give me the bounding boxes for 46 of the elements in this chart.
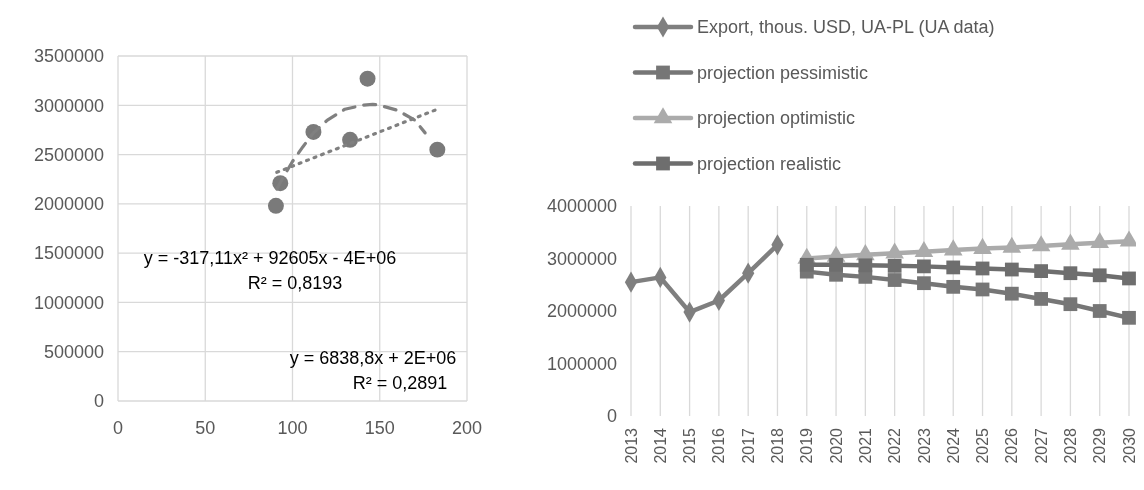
x-tick-label: 0 bbox=[112, 418, 124, 438]
y-tick-label: 4000000 bbox=[546, 196, 617, 217]
x-tick-label: 2016 bbox=[710, 427, 728, 464]
x-tick-label: 2028 bbox=[1062, 427, 1080, 464]
point bbox=[359, 70, 376, 87]
annotation: y = -317,11x² + 92605x - 4E+06 bbox=[143, 248, 397, 269]
x-tick-label: 2013 bbox=[622, 427, 640, 464]
y-tick-label: 3000000 bbox=[33, 95, 104, 116]
x-tick-label: 2015 bbox=[681, 427, 699, 464]
x-tick-label: 2030 bbox=[1120, 427, 1138, 464]
x-tick-label: 2024 bbox=[944, 427, 962, 464]
x-tick-label: 50 bbox=[195, 418, 216, 438]
x-tick-label: 2014 bbox=[651, 427, 669, 464]
y-tick-label: 2000000 bbox=[546, 301, 617, 322]
annotation: y = 6838,8x + 2E+06 bbox=[289, 348, 457, 369]
x-tick-label: 100 bbox=[277, 418, 308, 438]
y-tick-label: 2000000 bbox=[33, 194, 104, 215]
y-tick-label: 0 bbox=[93, 391, 104, 412]
x-tick-label: 2019 bbox=[798, 427, 816, 464]
x-tick-label: 2017 bbox=[739, 427, 757, 464]
legend-label: projection optimistic bbox=[697, 108, 856, 129]
y-tick-label: 1500000 bbox=[33, 243, 104, 264]
x-tick-label: 200 bbox=[451, 418, 483, 438]
legend-label: projection realistic bbox=[697, 153, 842, 174]
y-tick-label: 3500000 bbox=[33, 46, 104, 67]
x-tick-label: 2029 bbox=[1091, 427, 1109, 464]
annotation: R² = 0,8193 bbox=[247, 273, 343, 294]
x-tick-label: 2023 bbox=[915, 427, 933, 464]
y-tick-label: 2500000 bbox=[33, 144, 104, 165]
y-tick-label: 1000000 bbox=[546, 353, 617, 374]
point bbox=[267, 197, 284, 214]
x-tick-label: 2027 bbox=[1032, 427, 1050, 464]
legend-label: Export, thous. USD, UA-PL (UA data) bbox=[697, 17, 995, 38]
y-tick-label: 500000 bbox=[43, 342, 104, 363]
annotation: R² = 0,2891 bbox=[352, 373, 448, 394]
x-tick-label: 2018 bbox=[769, 427, 787, 464]
point bbox=[429, 141, 446, 158]
x-tick-label: 2026 bbox=[1003, 427, 1021, 464]
y-tick-label: 1000000 bbox=[33, 292, 104, 313]
y-tick-label: 3000000 bbox=[546, 248, 617, 269]
legend-label: projection pessimistic bbox=[697, 62, 869, 83]
x-tick-label: 2022 bbox=[886, 427, 904, 464]
x-tick-label: 2025 bbox=[974, 427, 992, 464]
x-tick-label: 2020 bbox=[827, 427, 845, 464]
x-tick-label: 2021 bbox=[856, 427, 874, 464]
x-tick-label: 150 bbox=[364, 418, 395, 438]
